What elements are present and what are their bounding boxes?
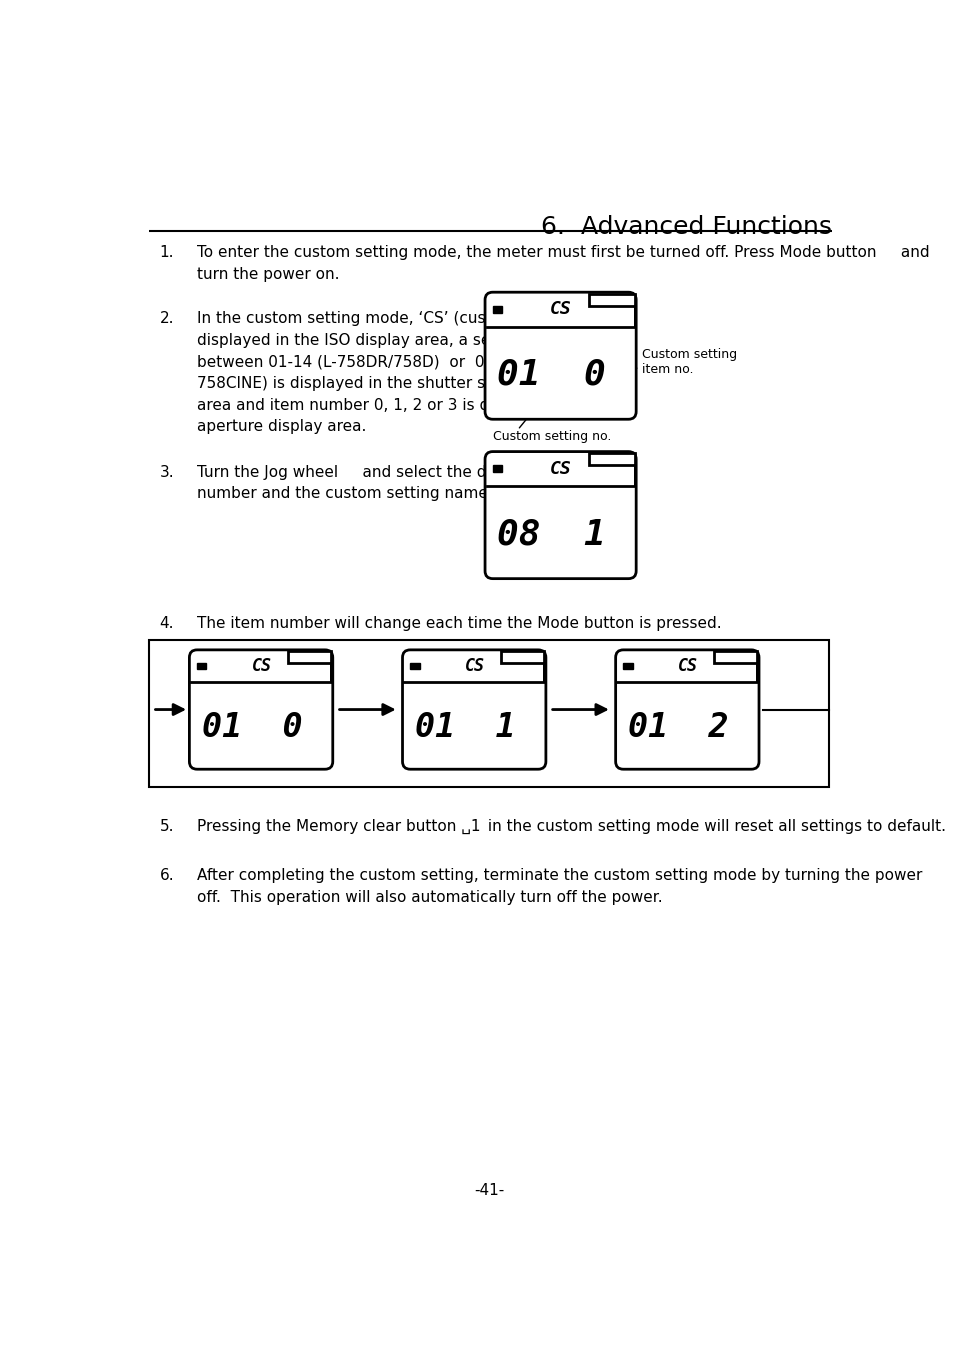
Text: In the custom setting mode, ‘CS’ (custom setting) is
displayed in the ISO displa: In the custom setting mode, ‘CS’ (custom… <box>196 312 601 434</box>
Text: CS: CS <box>252 657 272 674</box>
Text: 5.: 5. <box>159 818 173 835</box>
FancyBboxPatch shape <box>484 452 636 578</box>
Text: 01  2: 01 2 <box>628 711 728 744</box>
Bar <box>410 662 419 669</box>
Polygon shape <box>500 651 544 683</box>
Text: 2.: 2. <box>159 312 173 327</box>
Text: 3.: 3. <box>159 464 174 479</box>
Text: 6.: 6. <box>159 868 174 883</box>
Text: 01  0: 01 0 <box>497 358 605 392</box>
Text: Custom setting
item no.: Custom setting item no. <box>634 349 737 376</box>
FancyBboxPatch shape <box>484 292 636 419</box>
FancyBboxPatch shape <box>615 650 759 769</box>
Text: The item number will change each time the Mode button is pressed.: The item number will change each time th… <box>196 616 720 631</box>
Polygon shape <box>288 651 331 683</box>
Text: CS: CS <box>550 300 572 319</box>
Bar <box>197 662 206 669</box>
Text: CS: CS <box>550 460 572 478</box>
Bar <box>149 641 828 787</box>
Text: Turn the Jog wheel     and select the desired setting
number and the custom sett: Turn the Jog wheel and select the desire… <box>196 464 603 501</box>
Text: 1.: 1. <box>159 246 173 261</box>
Text: Custom setting no.: Custom setting no. <box>493 430 611 442</box>
Text: 4.: 4. <box>159 616 173 631</box>
Polygon shape <box>589 293 634 327</box>
FancyBboxPatch shape <box>402 650 545 769</box>
Text: 01  0: 01 0 <box>202 711 302 744</box>
Polygon shape <box>589 453 634 486</box>
Bar <box>493 465 501 472</box>
Text: To enter the custom setting mode, the meter must first be turned off. Press Mode: To enter the custom setting mode, the me… <box>196 246 928 282</box>
Bar <box>493 305 501 313</box>
Bar <box>622 662 632 669</box>
Text: After completing the custom setting, terminate the custom setting mode by turnin: After completing the custom setting, ter… <box>196 868 922 905</box>
Text: 08  1: 08 1 <box>497 517 605 551</box>
Text: CS: CS <box>464 657 484 674</box>
Text: Pressing the Memory clear button ␣1  in the custom setting mode will reset all s: Pressing the Memory clear button ␣1 in t… <box>196 818 944 835</box>
Text: 6.  Advanced Functions: 6. Advanced Functions <box>540 216 831 239</box>
Text: -41-: -41- <box>474 1183 503 1198</box>
FancyBboxPatch shape <box>190 650 333 769</box>
Polygon shape <box>714 651 757 683</box>
Text: 01  1: 01 1 <box>415 711 516 744</box>
Text: CS: CS <box>678 657 698 674</box>
